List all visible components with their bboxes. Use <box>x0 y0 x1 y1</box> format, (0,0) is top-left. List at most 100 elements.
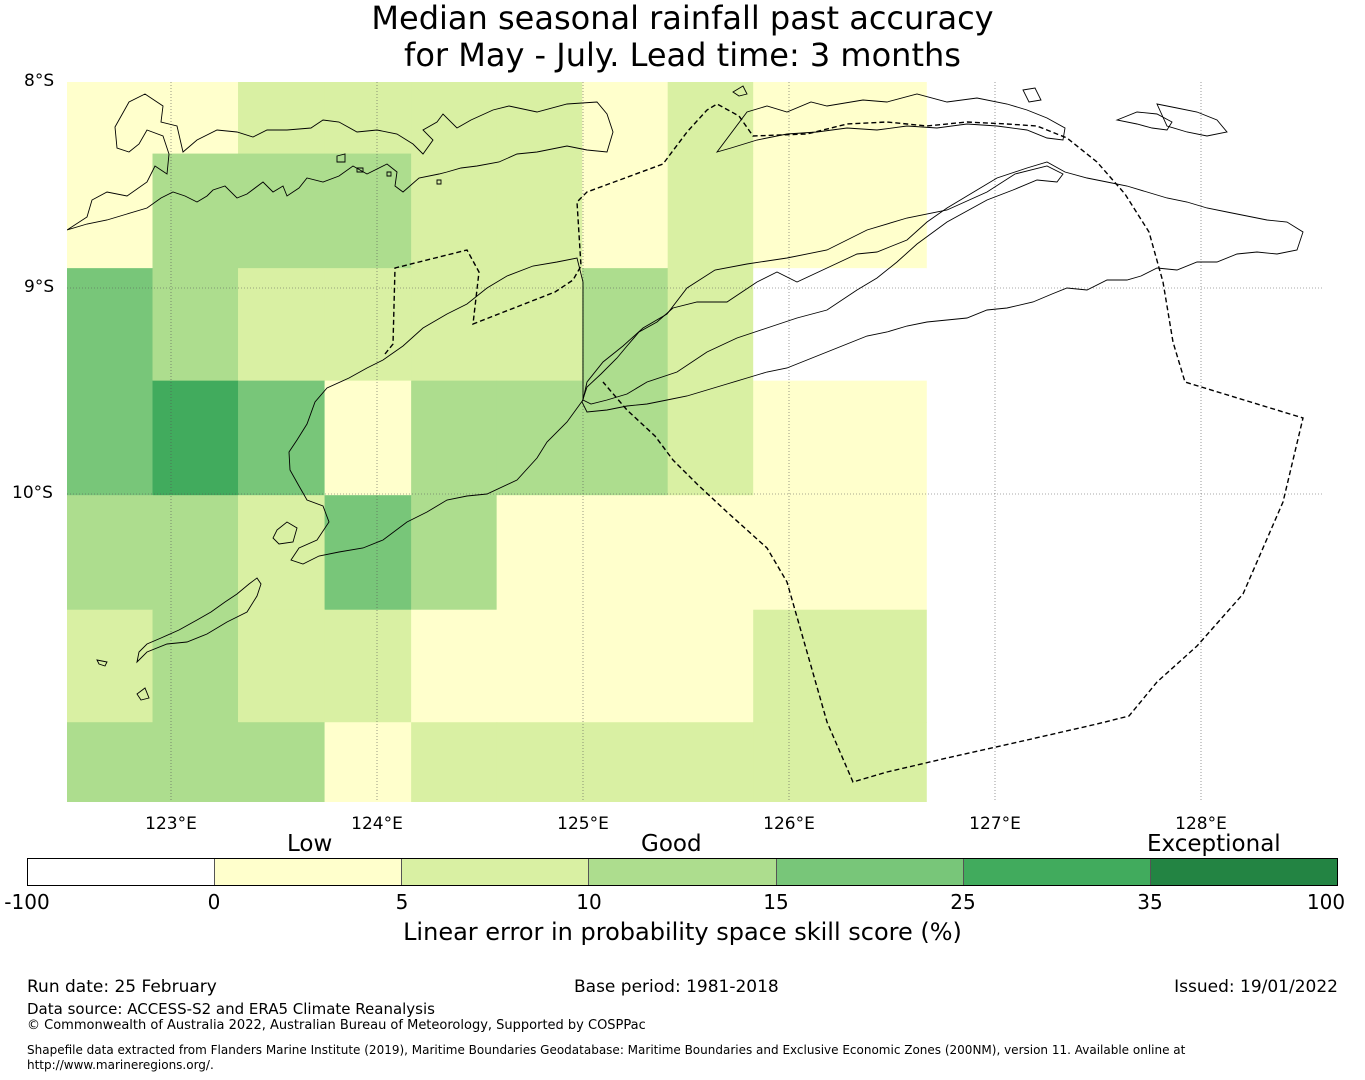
grid-cell <box>238 609 326 723</box>
small-islands <box>336 85 1042 185</box>
grid-cell <box>839 609 927 723</box>
colorbar <box>27 858 1338 886</box>
sawu-coast <box>96 659 150 701</box>
grid-cell <box>152 268 239 382</box>
grid-cell <box>238 722 326 802</box>
grid-cell <box>753 153 841 269</box>
lat-label-8s: 8°S <box>24 71 55 91</box>
grid-cell <box>152 609 239 723</box>
tick-15: 15 <box>763 890 789 914</box>
grid-cell <box>152 153 239 269</box>
lon-label-125e: 125°E <box>557 814 609 834</box>
grid-cell <box>411 153 498 269</box>
lon-label-128e: 128°E <box>1175 814 1227 834</box>
grid-cell <box>411 82 498 155</box>
grid-cell <box>152 495 239 611</box>
grid-cell <box>324 82 412 155</box>
grid-cell <box>667 495 754 611</box>
grid-cell <box>238 380 326 496</box>
grid-cell <box>67 495 154 611</box>
grid-cell <box>324 722 412 802</box>
grid-cell <box>582 495 669 611</box>
shapefile-credit-line-2: http://www.marineregions.org/. <box>27 1058 214 1072</box>
shapefile-credit-line-1: Shapefile data extracted from Flanders M… <box>27 1043 1186 1057</box>
grid-cell <box>496 609 583 723</box>
coastlines <box>67 85 1304 701</box>
grid-cell <box>324 380 412 496</box>
grid-cell <box>667 380 754 496</box>
timor-coast <box>581 161 1304 413</box>
rote-coast <box>136 577 262 664</box>
eez-boundary <box>384 103 1304 783</box>
grid-cell <box>411 609 498 723</box>
grid-cell <box>667 722 754 802</box>
grid-cell <box>411 268 498 382</box>
map-title: Median seasonal rainfall past accuracy f… <box>0 0 1365 74</box>
grid-cell <box>667 268 754 382</box>
alor-coast <box>1115 103 1228 137</box>
grid-cell <box>582 268 669 382</box>
colorbar-segment <box>28 859 216 885</box>
grid-cell <box>839 380 927 496</box>
wetar-coast <box>715 93 1066 153</box>
colorbar-segment <box>776 859 964 885</box>
lon-label-124e: 124°E <box>351 814 403 834</box>
lon-label-127e: 127°E <box>969 814 1021 834</box>
colorbar-label: Linear error in probability space skill … <box>403 918 962 946</box>
tick-10: 10 <box>576 890 602 914</box>
grid-cell <box>238 495 326 611</box>
title-line-1: Median seasonal rainfall past accuracy <box>371 0 994 37</box>
colorbar-segment <box>402 859 590 885</box>
grid-cell <box>496 82 583 155</box>
grid-cell <box>667 82 754 155</box>
lat-label-10s: 10°S <box>12 483 53 503</box>
grid-cell <box>411 380 498 496</box>
grid-cell <box>152 722 239 802</box>
run-date: Run date: 25 February <box>27 977 217 997</box>
grid-cell <box>496 268 583 382</box>
grid-cell <box>582 722 669 802</box>
tick-25: 25 <box>950 890 976 914</box>
grid-cell <box>152 82 239 155</box>
data-source: Data source: ACCESS-S2 and ERA5 Climate … <box>27 1000 435 1018</box>
grid-cell <box>839 495 927 611</box>
grid-cell <box>67 722 154 802</box>
colorbar-segment <box>215 859 403 885</box>
lon-label-126e: 126°E <box>763 814 815 834</box>
colorbar-segment <box>589 859 777 885</box>
title-line-2: for May - July. Lead time: 3 months <box>404 36 961 74</box>
graticule <box>67 82 1324 802</box>
base-period: Base period: 1981-2018 <box>574 977 779 997</box>
grid-cell <box>667 609 754 723</box>
grid-cell <box>238 82 326 155</box>
grid-cell <box>67 380 154 496</box>
grid-cell <box>496 153 583 269</box>
semau-coast <box>272 521 298 545</box>
grid-cell <box>582 82 669 155</box>
grid-cell <box>324 495 412 611</box>
grid-cell <box>839 153 927 269</box>
grid-cell <box>496 380 583 496</box>
grid-cell <box>753 722 841 802</box>
tick-100: 100 <box>1306 890 1346 914</box>
grid-cells <box>67 82 927 802</box>
tick-minus-100: -100 <box>4 890 50 914</box>
east-timor-coast <box>582 165 1064 405</box>
grid-cell <box>324 268 412 382</box>
grid-cell <box>411 722 498 802</box>
grid-cell <box>496 495 583 611</box>
grid-cell <box>582 153 669 269</box>
tick-5: 5 <box>395 890 409 914</box>
grid-cell <box>238 153 326 269</box>
grid-cell <box>839 82 927 155</box>
grid-cell <box>152 380 239 496</box>
lon-label-123e: 123°E <box>145 814 197 834</box>
tick-0: 0 <box>207 890 221 914</box>
flores-coast <box>67 93 614 231</box>
grid-cell <box>324 153 412 269</box>
category-exceptional: Exceptional <box>1147 831 1281 857</box>
category-good: Good <box>641 831 702 857</box>
grid-cell <box>324 609 412 723</box>
grid-cell <box>238 268 326 382</box>
grid-cell <box>67 609 154 723</box>
